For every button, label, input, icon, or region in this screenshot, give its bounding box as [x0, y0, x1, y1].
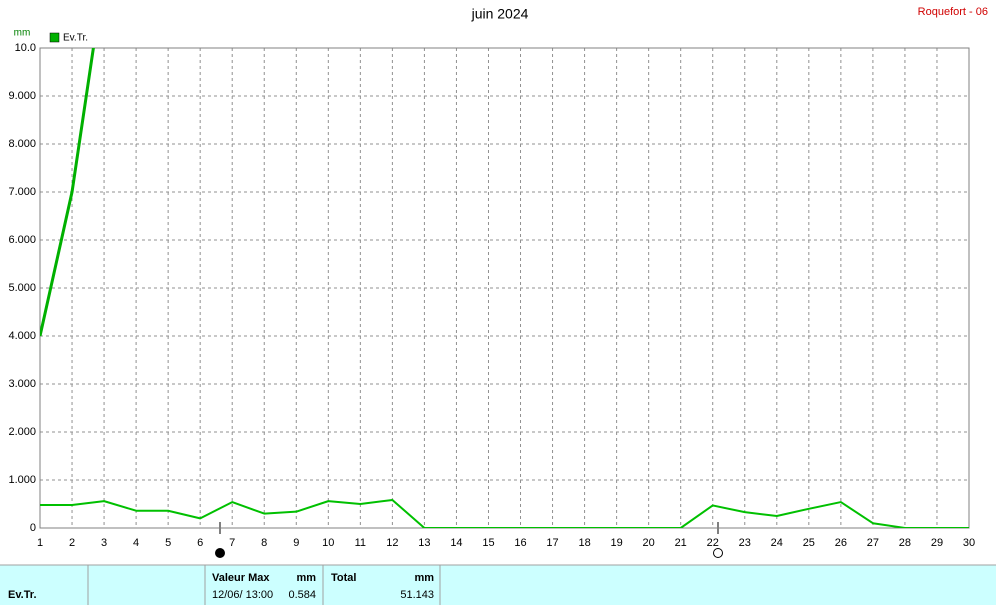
x-tick-label: 27 [867, 537, 879, 549]
y-tick-label: 10.0 [15, 42, 36, 54]
legend-label: Ev.Tr. [63, 33, 88, 44]
x-tick-label: 9 [293, 537, 299, 549]
y-tick-label: 9.000 [8, 90, 36, 102]
line [40, 498, 969, 528]
x-tick-label: 21 [675, 537, 687, 549]
x-tick-label: 15 [482, 537, 494, 549]
y-tick-label: 6.000 [8, 234, 36, 246]
x-tick-label: 16 [514, 537, 526, 549]
y-tick-label: 2.000 [8, 426, 36, 438]
x-tick-label: 1 [37, 537, 43, 549]
x-tick-label: 24 [771, 537, 783, 549]
x-tick-label: 14 [450, 537, 462, 549]
y-tick-label: 1.000 [8, 474, 36, 486]
x-tick-label: 12 [386, 537, 398, 549]
footer-total-unit: mm [414, 572, 434, 584]
x-tick-label: 29 [931, 537, 943, 549]
x-tick-label: 4 [133, 537, 139, 549]
x-tick-label: 20 [643, 537, 655, 549]
footer-panel [0, 565, 996, 605]
x-tick-label: 25 [803, 537, 815, 549]
footer-dividers [0, 564, 996, 605]
x-tick-label: 26 [835, 537, 847, 549]
x-tick-label: 18 [578, 537, 590, 549]
footer-max-date: 12/06/ 13:00 [212, 589, 273, 601]
x-tick-label: 13 [418, 537, 430, 549]
x-tick-label: 30 [963, 537, 975, 549]
x-tick-label: 17 [546, 537, 558, 549]
y-tick-label: 5.000 [8, 282, 36, 294]
y-tick-label: 4.000 [8, 330, 36, 342]
chart-title: juin 2024 [471, 6, 529, 22]
footer-max-unit: mm [296, 572, 316, 584]
x-tick-label: 8 [261, 537, 267, 549]
footer-max-title: Valeur Max [212, 572, 270, 584]
x-tick-label: 19 [610, 537, 622, 549]
x-tick-label: 7 [229, 537, 235, 549]
x-tick-label: 10 [322, 537, 334, 549]
x-tick-label: 6 [197, 537, 203, 549]
footer-max-value: 0.584 [288, 589, 316, 601]
y-tick-label: 7.000 [8, 186, 36, 198]
moon-new [713, 548, 723, 558]
y-tick-label: 3.000 [8, 378, 36, 390]
y-unit: mm [14, 28, 31, 39]
legend-swatch [49, 32, 60, 43]
footer-total-value: 51.143 [400, 589, 434, 601]
y-tick-label: 8.000 [8, 138, 36, 150]
footer-row-label: Ev.Tr. [8, 589, 37, 601]
moon-full [215, 548, 225, 558]
x-tick-label: 3 [101, 537, 107, 549]
x-tick-label: 28 [899, 537, 911, 549]
x-tick-label: 2 [69, 537, 75, 549]
x-tick-label: 11 [355, 537, 366, 549]
footer-total-title: Total [331, 572, 356, 584]
x-tick-label: 5 [165, 537, 171, 549]
x-tick-label: 22 [707, 537, 719, 549]
line [40, 48, 95, 337]
plot-area [40, 48, 969, 528]
y-tick-label: 0 [30, 522, 36, 534]
x-tick-label: 23 [739, 537, 751, 549]
station: Roquefort - 06 [918, 6, 988, 18]
